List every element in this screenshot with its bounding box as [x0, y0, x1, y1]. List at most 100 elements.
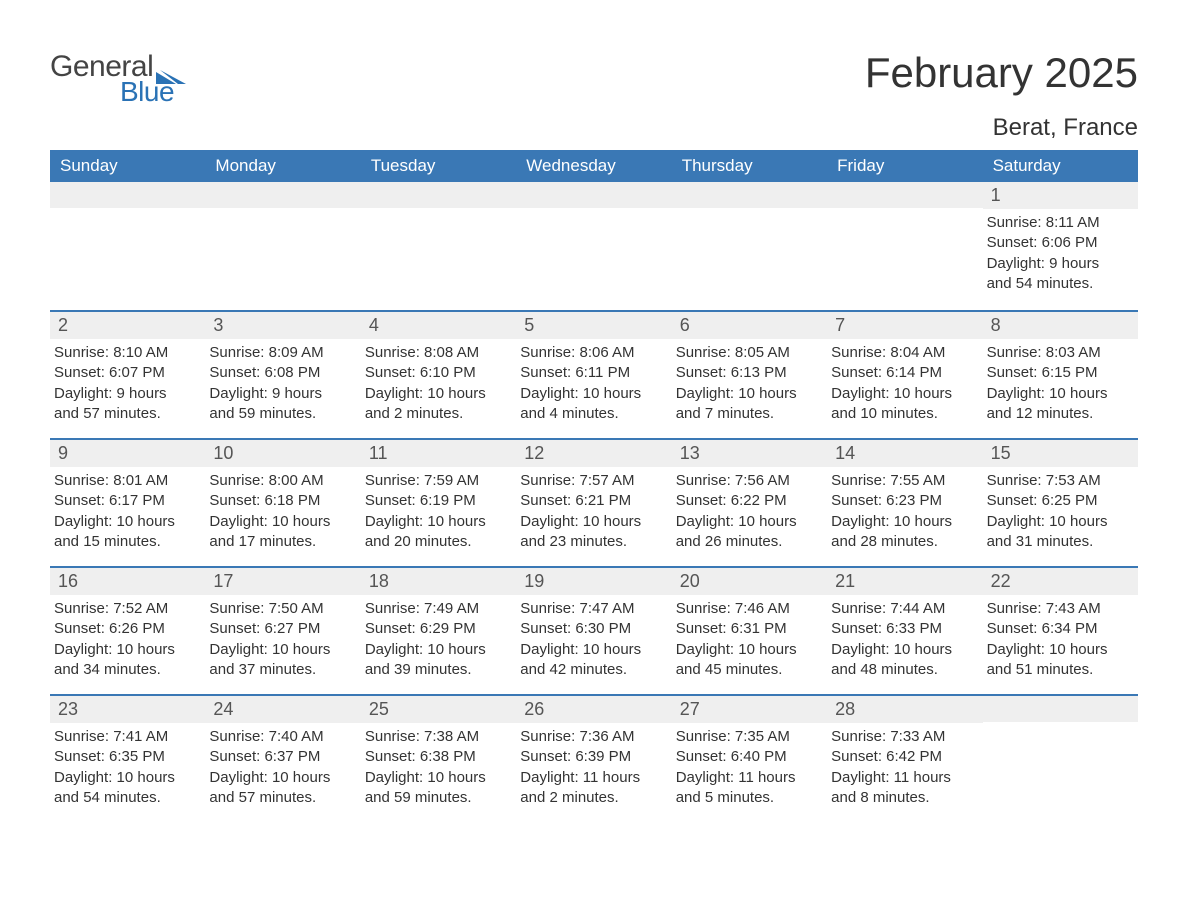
day-cell-20: 20Sunrise: 7:46 AMSunset: 6:31 PMDayligh… [672, 568, 827, 694]
sunset-text: Sunset: 6:37 PM [209, 747, 350, 767]
day-body: Sunrise: 8:09 AMSunset: 6:08 PMDaylight:… [205, 339, 360, 424]
daylight-text: Daylight: 10 hours and 45 minutes. [676, 640, 817, 681]
sunrise-text: Sunrise: 8:04 AM [831, 343, 972, 363]
week-row: 9Sunrise: 8:01 AMSunset: 6:17 PMDaylight… [50, 438, 1138, 566]
sunset-text: Sunset: 6:17 PM [54, 491, 195, 511]
day-number: 23 [50, 696, 205, 723]
day-cell-9: 9Sunrise: 8:01 AMSunset: 6:17 PMDaylight… [50, 440, 205, 566]
daylight-text: Daylight: 10 hours and 26 minutes. [676, 512, 817, 553]
day-body [516, 208, 671, 212]
week-row: 1Sunrise: 8:11 AMSunset: 6:06 PMDaylight… [50, 182, 1138, 310]
day-number: 12 [516, 440, 671, 467]
sunset-text: Sunset: 6:23 PM [831, 491, 972, 511]
daylight-text: Daylight: 9 hours and 57 minutes. [54, 384, 195, 425]
weekday-friday: Friday [827, 150, 982, 182]
day-number: 20 [672, 568, 827, 595]
day-number [983, 696, 1138, 722]
day-cell-5: 5Sunrise: 8:06 AMSunset: 6:11 PMDaylight… [516, 312, 671, 438]
sunrise-text: Sunrise: 7:50 AM [209, 599, 350, 619]
day-body: Sunrise: 7:38 AMSunset: 6:38 PMDaylight:… [361, 723, 516, 808]
daylight-text: Daylight: 10 hours and 17 minutes. [209, 512, 350, 553]
day-cell-empty [983, 696, 1138, 822]
day-body: Sunrise: 8:08 AMSunset: 6:10 PMDaylight:… [361, 339, 516, 424]
day-body: Sunrise: 8:01 AMSunset: 6:17 PMDaylight:… [50, 467, 205, 552]
sunrise-text: Sunrise: 8:11 AM [987, 213, 1128, 233]
header: General Blue February 2025 Berat, France [50, 50, 1138, 142]
sunrise-text: Sunrise: 7:46 AM [676, 599, 817, 619]
day-number: 7 [827, 312, 982, 339]
day-cell-24: 24Sunrise: 7:40 AMSunset: 6:37 PMDayligh… [205, 696, 360, 822]
day-cell-8: 8Sunrise: 8:03 AMSunset: 6:15 PMDaylight… [983, 312, 1138, 438]
daylight-text: Daylight: 10 hours and 34 minutes. [54, 640, 195, 681]
day-body: Sunrise: 8:00 AMSunset: 6:18 PMDaylight:… [205, 467, 360, 552]
day-body: Sunrise: 7:36 AMSunset: 6:39 PMDaylight:… [516, 723, 671, 808]
sunset-text: Sunset: 6:15 PM [987, 363, 1128, 383]
daylight-text: Daylight: 10 hours and 2 minutes. [365, 384, 506, 425]
sunrise-text: Sunrise: 8:01 AM [54, 471, 195, 491]
sunrise-text: Sunrise: 8:05 AM [676, 343, 817, 363]
daylight-text: Daylight: 10 hours and 4 minutes. [520, 384, 661, 425]
sunset-text: Sunset: 6:31 PM [676, 619, 817, 639]
sunrise-text: Sunrise: 8:08 AM [365, 343, 506, 363]
sunset-text: Sunset: 6:30 PM [520, 619, 661, 639]
sunrise-text: Sunrise: 7:35 AM [676, 727, 817, 747]
day-number: 28 [827, 696, 982, 723]
sunset-text: Sunset: 6:34 PM [987, 619, 1128, 639]
day-cell-2: 2Sunrise: 8:10 AMSunset: 6:07 PMDaylight… [50, 312, 205, 438]
daylight-text: Daylight: 10 hours and 59 minutes. [365, 768, 506, 809]
sunset-text: Sunset: 6:21 PM [520, 491, 661, 511]
daylight-text: Daylight: 11 hours and 8 minutes. [831, 768, 972, 809]
logo: General Blue [50, 50, 186, 108]
daylight-text: Daylight: 9 hours and 54 minutes. [987, 254, 1128, 295]
daylight-text: Daylight: 9 hours and 59 minutes. [209, 384, 350, 425]
day-body: Sunrise: 7:59 AMSunset: 6:19 PMDaylight:… [361, 467, 516, 552]
day-body: Sunrise: 7:53 AMSunset: 6:25 PMDaylight:… [983, 467, 1138, 552]
day-number: 3 [205, 312, 360, 339]
sunset-text: Sunset: 6:38 PM [365, 747, 506, 767]
day-body: Sunrise: 8:03 AMSunset: 6:15 PMDaylight:… [983, 339, 1138, 424]
day-number [361, 182, 516, 208]
sunrise-text: Sunrise: 7:40 AM [209, 727, 350, 747]
sunset-text: Sunset: 6:14 PM [831, 363, 972, 383]
day-number: 13 [672, 440, 827, 467]
sunset-text: Sunset: 6:33 PM [831, 619, 972, 639]
day-cell-16: 16Sunrise: 7:52 AMSunset: 6:26 PMDayligh… [50, 568, 205, 694]
sunrise-text: Sunrise: 7:33 AM [831, 727, 972, 747]
sunset-text: Sunset: 6:42 PM [831, 747, 972, 767]
day-cell-19: 19Sunrise: 7:47 AMSunset: 6:30 PMDayligh… [516, 568, 671, 694]
day-body: Sunrise: 7:41 AMSunset: 6:35 PMDaylight:… [50, 723, 205, 808]
sunset-text: Sunset: 6:08 PM [209, 363, 350, 383]
day-cell-13: 13Sunrise: 7:56 AMSunset: 6:22 PMDayligh… [672, 440, 827, 566]
day-number [672, 182, 827, 208]
day-cell-empty [361, 182, 516, 310]
day-number: 11 [361, 440, 516, 467]
day-number: 25 [361, 696, 516, 723]
day-cell-3: 3Sunrise: 8:09 AMSunset: 6:08 PMDaylight… [205, 312, 360, 438]
day-cell-28: 28 Sunrise: 7:33 AMSunset: 6:42 PMDayligh… [827, 696, 982, 822]
sunrise-text: Sunrise: 7:41 AM [54, 727, 195, 747]
sunset-text: Sunset: 6:13 PM [676, 363, 817, 383]
day-body: Sunrise: 7:46 AMSunset: 6:31 PMDaylight:… [672, 595, 827, 680]
daylight-text: Daylight: 10 hours and 54 minutes. [54, 768, 195, 809]
day-number: 24 [205, 696, 360, 723]
sunrise-text: Sunrise: 8:00 AM [209, 471, 350, 491]
day-body: Sunrise: 7:56 AMSunset: 6:22 PMDaylight:… [672, 467, 827, 552]
sunset-text: Sunset: 6:07 PM [54, 363, 195, 383]
title-block: February 2025 Berat, France [865, 50, 1138, 142]
day-number: 5 [516, 312, 671, 339]
sunset-text: Sunset: 6:27 PM [209, 619, 350, 639]
day-number: 21 [827, 568, 982, 595]
daylight-text: Daylight: 10 hours and 51 minutes. [987, 640, 1128, 681]
sunset-text: Sunset: 6:25 PM [987, 491, 1128, 511]
day-cell-7: 7Sunrise: 8:04 AMSunset: 6:14 PMDaylight… [827, 312, 982, 438]
day-cell-empty [827, 182, 982, 310]
sunrise-text: Sunrise: 7:57 AM [520, 471, 661, 491]
day-number [827, 182, 982, 208]
week-row: 2Sunrise: 8:10 AMSunset: 6:07 PMDaylight… [50, 310, 1138, 438]
day-number: 14 [827, 440, 982, 467]
sunrise-text: Sunrise: 7:56 AM [676, 471, 817, 491]
day-number: 9 [50, 440, 205, 467]
daylight-text: Daylight: 10 hours and 37 minutes. [209, 640, 350, 681]
sunset-text: Sunset: 6:18 PM [209, 491, 350, 511]
day-number: 16 [50, 568, 205, 595]
